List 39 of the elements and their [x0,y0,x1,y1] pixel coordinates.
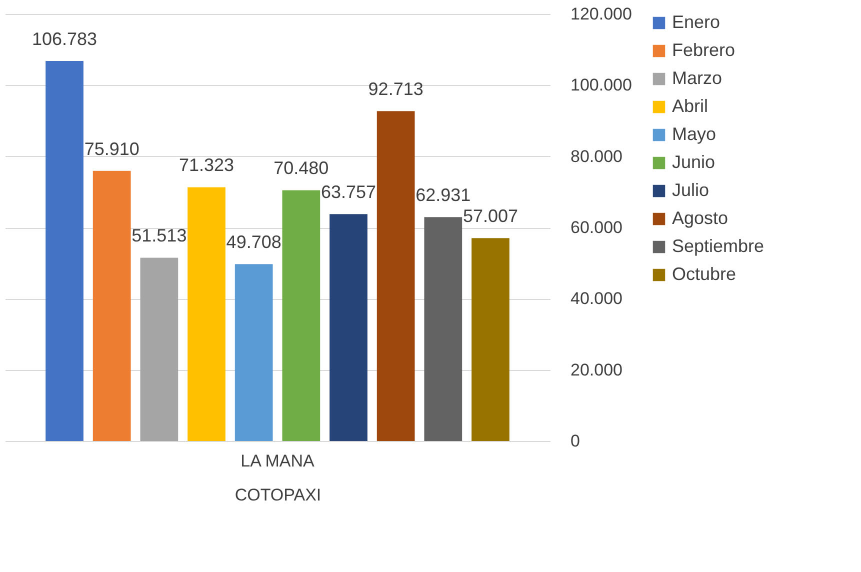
bar [472,238,510,441]
y-tick-label: 20.000 [570,360,622,380]
legend-label: Septiembre [672,236,764,256]
legend-label: Febrero [672,40,736,60]
legend-label: Octubre [672,264,736,284]
bar [330,214,368,441]
legend-label: Abril [672,96,708,116]
data-label: 70.480 [274,158,329,178]
bar [188,187,226,441]
bar [46,61,84,441]
y-tick-label: 100.000 [570,76,632,95]
data-label: 49.708 [226,232,282,252]
x-axis-title: COTOPAXI [234,486,322,504]
data-label: 51.513 [132,226,187,246]
y-tick-label: 40.000 [570,289,622,308]
y-tick-label: 80.000 [570,146,622,166]
data-label: 75.910 [84,138,140,159]
legend-label: Julio [672,180,710,200]
y-tick-label: 120.000 [570,4,632,24]
bar [92,170,131,441]
bar [234,264,273,441]
legend-label: Mayo [672,124,716,144]
bar [424,217,462,441]
data-label: 57.007 [462,206,518,226]
data-label: 62.931 [416,185,471,206]
legend-label: Marzo [672,68,722,88]
x-tick-label: LA MANA [240,452,316,470]
y-tick-label: 0 [570,432,580,450]
y-tick-label: 60.000 [570,218,622,237]
data-label: 106.783 [32,29,98,50]
legend-label: Enero [672,12,720,32]
bar [140,258,178,441]
data-label: 92.713 [368,79,424,100]
data-label: 71.323 [178,155,234,176]
bar [282,190,320,441]
bar [376,111,415,441]
data-label: 63.757 [320,182,376,202]
legend-label: Junio [672,152,716,172]
legend-label: Agosto [672,208,728,228]
